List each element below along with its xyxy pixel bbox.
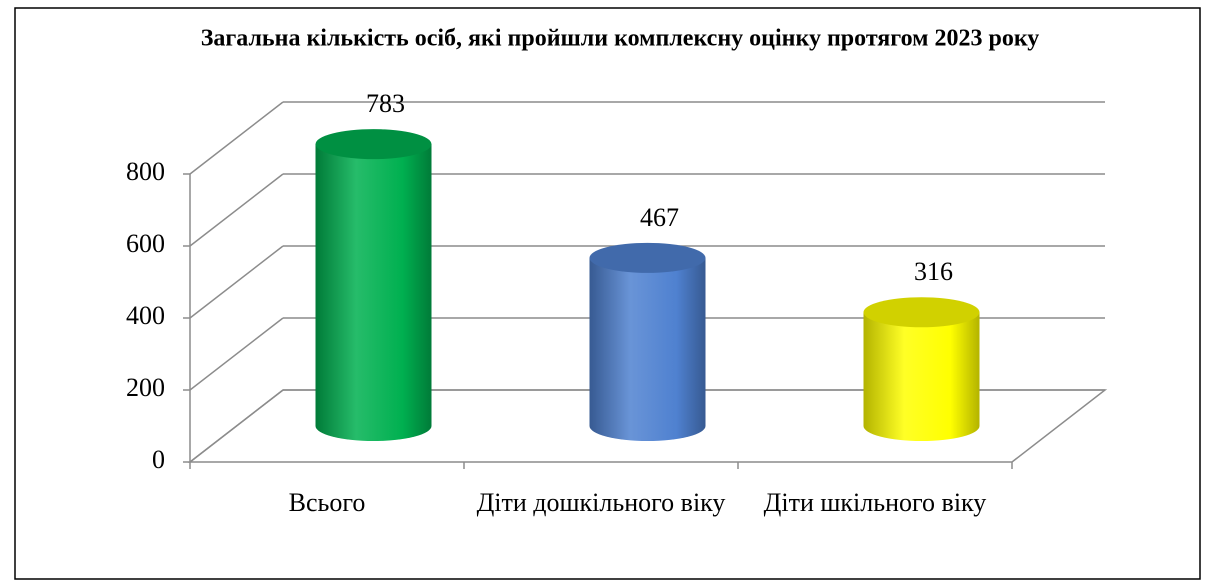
grid-line: [189, 173, 284, 247]
cylinder-body: [863, 312, 980, 442]
cylinder-top: [315, 129, 432, 160]
cylinder-top: [863, 297, 980, 328]
data-label: 316: [914, 257, 953, 286]
x-tick-label: Діти дошкільного віку: [476, 488, 726, 517]
bar: [589, 242, 706, 442]
cylinder-body: [589, 257, 706, 442]
cylinder-top: [589, 242, 706, 273]
grid-line: [189, 245, 284, 319]
data-label: 783: [366, 89, 405, 118]
grid-line: [189, 389, 284, 463]
x-tick-label: Діти шкільного віку: [763, 488, 987, 517]
y-tick-label: 0: [152, 445, 165, 474]
y-tick-label: 200: [126, 373, 165, 402]
chart-title: Загальна кількість осіб, які пройшли ком…: [201, 26, 1040, 52]
y-tick-label: 600: [126, 229, 165, 258]
grid-line: [189, 101, 284, 175]
grid-line: [189, 317, 284, 391]
x-tick-label: Всього: [288, 488, 366, 517]
data-label: 467: [640, 203, 679, 232]
y-tick-label: 400: [126, 301, 165, 330]
bar: [863, 297, 980, 442]
bar: [315, 129, 432, 442]
y-tick-label: 800: [126, 157, 165, 186]
cylinder-body: [315, 144, 432, 442]
